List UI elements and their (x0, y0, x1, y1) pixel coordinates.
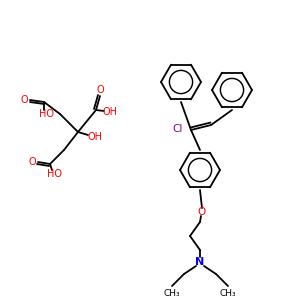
Text: Cl: Cl (173, 124, 183, 134)
Text: OH: OH (88, 132, 103, 142)
Text: O: O (96, 85, 104, 95)
Text: OH: OH (103, 107, 118, 117)
Text: O: O (198, 207, 206, 217)
Text: HO: HO (46, 169, 62, 179)
Text: HO: HO (38, 109, 53, 119)
Text: N: N (195, 257, 205, 267)
Text: CH₃: CH₃ (164, 289, 180, 298)
Text: O: O (28, 157, 36, 167)
Text: CH₃: CH₃ (220, 289, 236, 298)
Text: O: O (20, 95, 28, 105)
